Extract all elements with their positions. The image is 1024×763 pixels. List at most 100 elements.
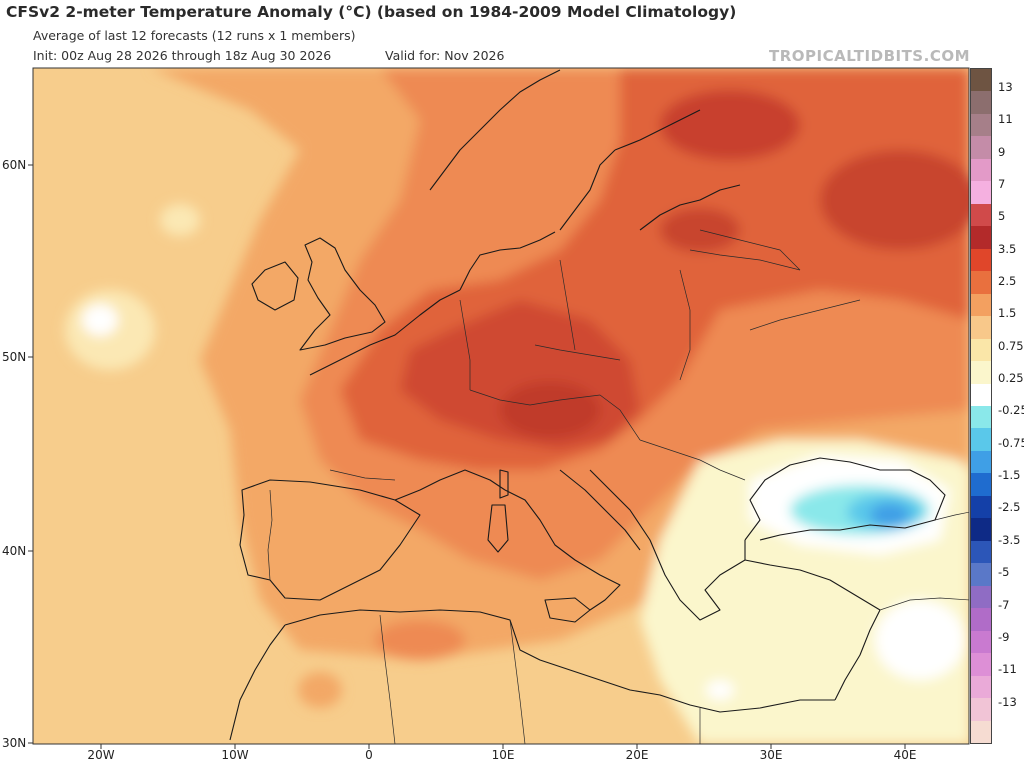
border-turkey-syria <box>879 597 969 611</box>
border-ukraine-russia <box>749 299 861 331</box>
brand-watermark: TROPICALTIDBITS.COM <box>769 47 970 65</box>
colorbar-label: 7 <box>998 177 1006 192</box>
colorbar-segment <box>971 585 991 609</box>
colorbar-label: -2.5 <box>998 500 1021 515</box>
colorbar-label: -0.75 <box>998 435 1024 450</box>
colorbar-label: -5 <box>998 565 1010 580</box>
colorbar-segment <box>971 608 991 632</box>
colorbar-segment <box>971 720 991 744</box>
coastline-france <box>309 289 506 501</box>
lon-label-10e: 10E <box>491 748 515 762</box>
border-belarus <box>699 229 801 271</box>
colorbar-segment <box>971 361 991 385</box>
colorbar-segment <box>971 563 991 587</box>
coastline-scandinavia <box>429 69 616 231</box>
lat-label-50n: 50N <box>2 350 27 364</box>
border-france-germany <box>459 299 471 390</box>
colorbar-label: 9 <box>998 144 1006 159</box>
lon-label-20e: 20E <box>625 748 649 762</box>
colorbar-segment <box>971 338 991 362</box>
colorbar-segment <box>971 495 991 519</box>
anomaly-peak-scandinavia <box>660 90 800 160</box>
lon-label-0: 0 <box>365 748 373 762</box>
colorbar-segment <box>971 383 991 407</box>
border-germany-poland <box>559 259 576 351</box>
colorbar-label: 0.75 <box>998 338 1024 353</box>
coastline-black-sea <box>744 457 946 541</box>
map-subtitle: Average of last 12 forecasts (12 runs x … <box>33 28 356 43</box>
valid-time: Valid for: Nov 2026 <box>385 48 505 63</box>
lat-label-40n: 40N <box>2 544 27 558</box>
coastline-sardinia <box>487 504 509 553</box>
anomaly-white-levant <box>875 600 965 680</box>
border-alps <box>469 389 601 406</box>
colorbar-segment <box>971 540 991 564</box>
colorbar-segment <box>971 69 991 92</box>
border-baltic-states <box>689 249 801 271</box>
anomaly-cool-iceland <box>160 204 200 236</box>
colorbar-segment <box>971 675 991 699</box>
colorbar-label: -1.5 <box>998 468 1021 483</box>
anomaly-neutral-north-atlantic <box>82 304 118 336</box>
coastline-atlantic-africa <box>229 624 286 741</box>
map-title: CFSv2 2-meter Temperature Anomaly (°C) (… <box>6 3 737 21</box>
anomaly-warm-morocco <box>298 672 342 708</box>
coastline-iberia <box>239 479 421 601</box>
colorbar-segment <box>971 248 991 272</box>
lon-label-30e: 30E <box>759 748 783 762</box>
border-caucasus <box>934 511 969 521</box>
lat-label-60n: 60N <box>2 158 27 172</box>
border-portugal <box>267 489 273 581</box>
lat-label-30n: 30N <box>2 736 27 750</box>
colorbar-segment <box>971 518 991 542</box>
colorbar-label: -3.5 <box>998 532 1021 547</box>
colorbar-segment <box>971 698 991 722</box>
colorbar-label: -13 <box>998 694 1017 709</box>
colorbar <box>970 68 992 744</box>
coastline-levant <box>834 609 881 701</box>
border-north-africa <box>379 614 526 744</box>
coastline-italy <box>504 469 641 611</box>
colorbar-label: -9 <box>998 629 1010 644</box>
plot-frame <box>32 67 970 745</box>
coastline-baltic <box>614 109 741 231</box>
coastline-north-sea <box>459 231 556 291</box>
colorbar-segment <box>971 653 991 677</box>
colorbar-segment <box>971 316 991 340</box>
border-france-spain <box>329 469 396 481</box>
colorbar-segment <box>971 406 991 429</box>
coastline-ireland <box>251 261 299 311</box>
lon-label-20w: 20W <box>87 748 115 762</box>
coastlines <box>229 69 946 741</box>
coastline-britain <box>299 237 386 351</box>
coastline-turkey <box>744 559 881 611</box>
coastline-balkans <box>589 469 746 621</box>
colorbar-segment <box>971 428 991 452</box>
colorbar-label: -0.25 <box>998 403 1024 418</box>
colorbar-label: 2.5 <box>998 274 1017 289</box>
coastline-sicily <box>544 597 591 623</box>
colorbar-segment <box>971 91 991 115</box>
anomaly-peak-alps <box>500 382 600 438</box>
country-borders <box>267 229 969 744</box>
colorbar-segment <box>971 293 991 317</box>
colorbar-segment <box>971 158 991 182</box>
anomaly-warm-north-africa <box>375 620 465 660</box>
colorbar-label: 5 <box>998 209 1006 224</box>
colorbar-label: -11 <box>998 662 1017 677</box>
colorbar-label: -7 <box>998 597 1010 612</box>
tick-marks <box>28 164 906 749</box>
border-balkans <box>639 439 746 481</box>
colorbar-segment <box>971 203 991 227</box>
anomaly-cold-core <box>870 503 910 527</box>
colorbar-segment <box>971 450 991 474</box>
coastline-north-africa <box>284 609 835 713</box>
colorbar-segment <box>971 473 991 497</box>
anomaly-peak-russia <box>820 150 969 250</box>
colorbar-segment <box>971 271 991 295</box>
border-czechia <box>534 344 621 361</box>
border-poland-ukraine <box>679 269 691 381</box>
colorbar-segment <box>971 181 991 205</box>
init-time: Init: 00z Aug 28 2026 through 18z Aug 30… <box>33 48 332 63</box>
colorbar-label: 1.5 <box>998 306 1017 321</box>
